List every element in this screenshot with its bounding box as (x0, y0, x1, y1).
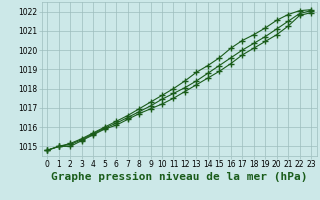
X-axis label: Graphe pression niveau de la mer (hPa): Graphe pression niveau de la mer (hPa) (51, 172, 308, 182)
